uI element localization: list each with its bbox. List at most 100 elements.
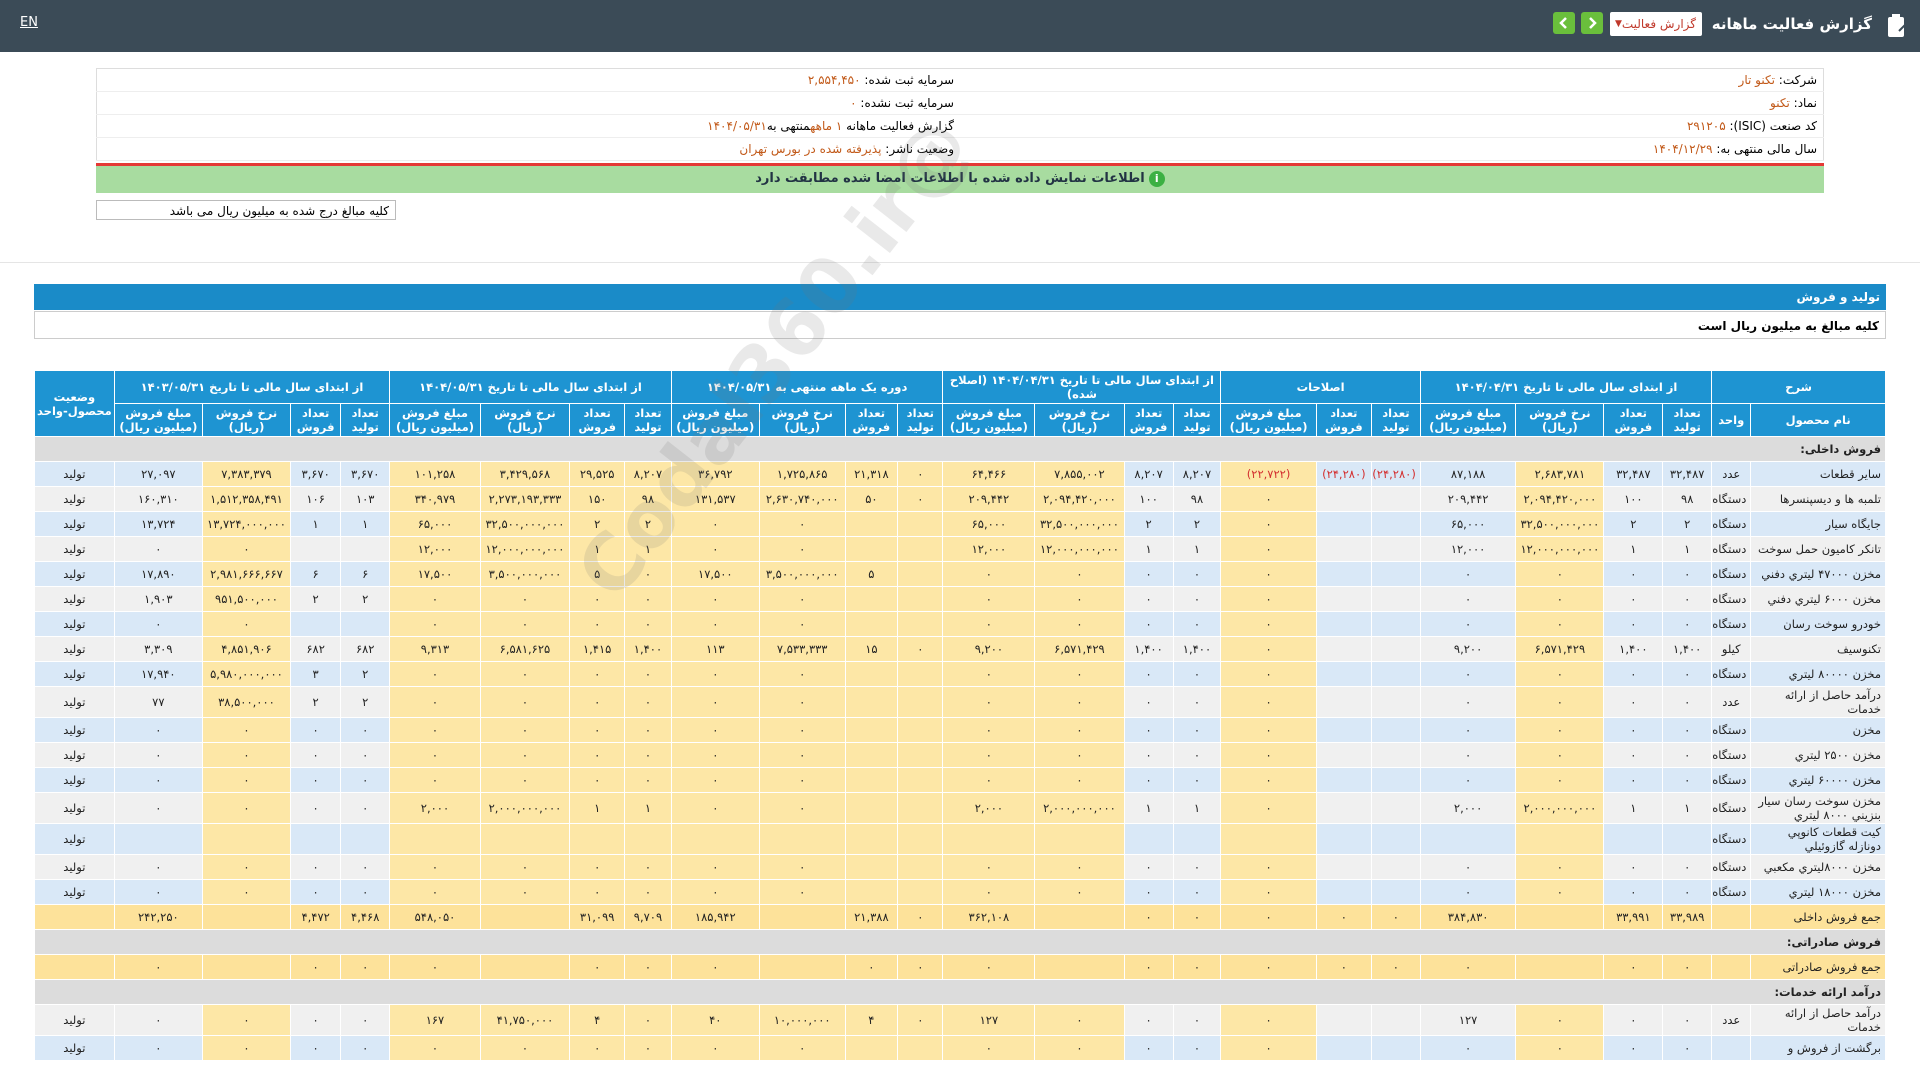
cell: تولید bbox=[34, 486, 115, 512]
cell bbox=[897, 823, 944, 855]
cell bbox=[34, 954, 115, 980]
cell: ۰ bbox=[670, 1035, 760, 1061]
cell: ۰ bbox=[670, 954, 760, 980]
language-switch[interactable]: EN bbox=[20, 15, 38, 30]
cell: ۲ bbox=[1172, 511, 1222, 537]
cell: ۳۶,۷۹۲ bbox=[670, 461, 760, 487]
prev-button[interactable] bbox=[1553, 12, 1575, 34]
cell: ۰ bbox=[1220, 767, 1317, 793]
cell: ۰ bbox=[1220, 904, 1317, 930]
cell: ۳۲,۵۰۰,۰۰۰,۰۰۰ bbox=[1034, 511, 1125, 537]
row-label: کیت قطعات کانوپي دونازله گازوئیلي bbox=[1750, 823, 1886, 855]
info-value: ۱۴۰۴/۱۲/۲۹ bbox=[1652, 142, 1713, 156]
cell: ۰ bbox=[1315, 954, 1372, 980]
cell: ۱۲,۰۰۰ bbox=[942, 536, 1036, 562]
info-label: وضعیت ناشر: bbox=[885, 142, 954, 156]
cell: تولید bbox=[34, 636, 115, 662]
cell: تولید bbox=[34, 717, 115, 743]
cell bbox=[1370, 1035, 1421, 1061]
cell: ۰ bbox=[1370, 904, 1421, 930]
cell bbox=[1315, 1035, 1372, 1061]
cell bbox=[1370, 879, 1421, 905]
cell: ۱۲,۰۰۰ bbox=[389, 536, 481, 562]
top-bar: گزارش فعالیت ماهانه گزارش فعالیت ▼ EN bbox=[0, 0, 1920, 52]
cell: ۹۸ bbox=[1662, 486, 1713, 512]
data-row: مخزن ۲۵۰۰ لیتري دستگاه ۰ ۰ ۰ ۰ ۰ ۰ ۰ ۰ ۰ ۰ ۰ ۰ ۰ ۰ ۰ ۰ ۰ ۰ ۰… bbox=[34, 742, 1886, 768]
cell: ۲,۰۰۰,۰۰۰,۰۰۰ bbox=[1034, 792, 1125, 824]
cell: دستگاه bbox=[1711, 879, 1752, 905]
cell: ۰ bbox=[942, 686, 1036, 718]
cell: ۲,۰۹۴,۴۲۰,۰۰۰ bbox=[1034, 486, 1125, 512]
cell: ۱۰۰ bbox=[1603, 486, 1664, 512]
cell: ۰ bbox=[1123, 954, 1174, 980]
cell bbox=[1370, 486, 1421, 512]
cell bbox=[844, 854, 899, 880]
cell bbox=[844, 686, 899, 718]
cell bbox=[1315, 611, 1372, 637]
cell: ۱,۴۰۰ bbox=[1603, 636, 1664, 662]
cell: ۳۱,۰۹۹ bbox=[569, 904, 626, 930]
cell: ۸,۲۰۷ bbox=[1172, 461, 1222, 487]
cell: ۸۷,۱۸۸ bbox=[1419, 461, 1517, 487]
cell: ۰ bbox=[340, 954, 391, 980]
cell: ۰ bbox=[1603, 586, 1664, 612]
cell: ۰ bbox=[201, 767, 292, 793]
cell: ۰ bbox=[1220, 636, 1317, 662]
cell bbox=[340, 823, 391, 855]
info-date: ۱۴۰۴/۰۵/۳۱ bbox=[707, 119, 767, 133]
column-header: مبلغ فروش (میلیون ریال) bbox=[1419, 403, 1517, 437]
cell: ۰ bbox=[624, 561, 672, 587]
data-row: مخزن ۶۰۰۰۰ لیتري دستگاه ۰ ۰ ۰ ۰ ۰ ۰ ۰ ۰ ۰ ۰ ۰ ۰ ۰ ۰ ۰ ۰ ۰ ۰… bbox=[34, 767, 1886, 793]
info-value: ۱ ماهه bbox=[810, 119, 843, 133]
cell: ۰ bbox=[113, 854, 203, 880]
cell bbox=[897, 511, 944, 537]
cell: دستگاه bbox=[1711, 486, 1752, 512]
cell: ۰ bbox=[942, 717, 1036, 743]
cell: ۰ bbox=[670, 586, 760, 612]
cell: ۹۸ bbox=[1172, 486, 1222, 512]
cell: ۰ bbox=[201, 536, 292, 562]
cell: ۰ bbox=[670, 661, 760, 687]
next-button[interactable] bbox=[1581, 12, 1603, 34]
cell: ۰ bbox=[1662, 742, 1713, 768]
cell: ۰ bbox=[1172, 661, 1222, 687]
separator bbox=[0, 262, 1920, 263]
cell: ۰ bbox=[758, 536, 846, 562]
cell bbox=[1172, 823, 1222, 855]
cell: ۱۷,۹۴۰ bbox=[113, 661, 203, 687]
cell: ۱۲,۰۰۰,۰۰۰,۰۰۰ bbox=[1034, 536, 1125, 562]
cell: ۹,۲۰۰ bbox=[942, 636, 1036, 662]
cell: ۰ bbox=[1662, 686, 1713, 718]
cell: ۰ bbox=[897, 1004, 944, 1036]
report-dropdown[interactable]: گزارش فعالیت ▼ bbox=[1610, 12, 1702, 36]
cell bbox=[1370, 586, 1421, 612]
cell: ۰ bbox=[340, 1035, 391, 1061]
cell bbox=[897, 792, 944, 824]
cell bbox=[1315, 486, 1372, 512]
info-cell: سرمایه ثبت شده: ۲,۵۵۴,۴۵۰ bbox=[96, 68, 960, 92]
info-row: نماد: تکنو سرمایه ثبت نشده: ۰ bbox=[96, 91, 1824, 115]
row-label: تکنوسیف bbox=[1750, 636, 1886, 662]
info-cell: گزارش فعالیت ماهانه ۱ ماههمنتهی به۱۴۰۴/۰… bbox=[96, 114, 960, 138]
cell bbox=[844, 536, 899, 562]
cell bbox=[1370, 611, 1421, 637]
cell: ۱۰۶ bbox=[290, 486, 342, 512]
cell: ۳۲,۵۰۰,۰۰۰,۰۰۰ bbox=[1515, 511, 1605, 537]
cell: تولید bbox=[34, 561, 115, 587]
column-header: تعداد تولید bbox=[1662, 403, 1713, 437]
cell: ۰ bbox=[1603, 767, 1664, 793]
cell bbox=[479, 954, 571, 980]
info-value: تکنو تار bbox=[1738, 73, 1775, 87]
header-row: نام محصول واحد تعداد تولید تعداد فروش نرخ فر… bbox=[35, 403, 1886, 437]
cell: ۰ bbox=[1034, 686, 1125, 718]
group-header: وضعیت محصول-واحد bbox=[34, 370, 115, 437]
cell: ۰ bbox=[1662, 611, 1713, 637]
cell bbox=[290, 823, 342, 855]
cell bbox=[897, 879, 944, 905]
cell: ۰ bbox=[389, 742, 481, 768]
cell bbox=[1370, 661, 1421, 687]
cell bbox=[340, 536, 391, 562]
cell: ۰ bbox=[1419, 611, 1517, 637]
cell: ۱۰۰ bbox=[1123, 486, 1174, 512]
cell: ۰ bbox=[758, 611, 846, 637]
